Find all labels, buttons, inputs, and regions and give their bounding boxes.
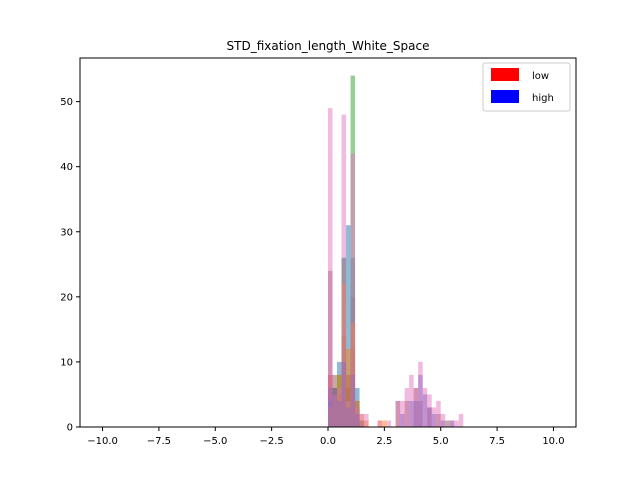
legend-label-low: low	[532, 71, 549, 82]
histogram-bar	[341, 361, 347, 427]
x-tick-label: 7.5	[489, 436, 505, 447]
legend-swatch-low	[491, 68, 519, 81]
histogram-bar	[418, 374, 423, 427]
legend-label-high: high	[532, 93, 554, 104]
bars-group	[328, 75, 464, 428]
y-tick-label: 0	[67, 423, 73, 434]
x-tick-label: 5.0	[433, 436, 449, 447]
histogram-bar	[422, 394, 428, 427]
histogram-bar	[413, 400, 419, 427]
histogram-bar	[404, 387, 410, 427]
plot-frame	[79, 57, 577, 428]
legend: low high	[482, 62, 571, 112]
histogram-bar	[346, 225, 351, 427]
histogram-bar	[449, 420, 455, 427]
histogram-bar	[427, 407, 432, 427]
histogram-bar	[395, 400, 401, 427]
histogram-bar	[377, 420, 383, 427]
y-tick-label: 10	[60, 357, 73, 368]
histogram-bar	[337, 400, 342, 427]
histogram-bar	[350, 374, 356, 427]
x-tick-label: 2.5	[376, 436, 392, 447]
histogram-bar	[436, 400, 441, 427]
x-tick-label: −10.0	[87, 436, 118, 447]
x-tick-label: 10.0	[542, 436, 564, 447]
y-axis: 0 10 20 30 40 50	[60, 97, 80, 434]
histogram-bar	[350, 153, 356, 427]
x-tick-label: −7.5	[147, 436, 171, 447]
x-axis: −10.0 −7.5 −5.0 −2.5 0.0 2.5 5.0 7.5 10.0	[87, 427, 565, 447]
histogram-bar	[454, 420, 459, 427]
histogram-bar	[431, 413, 437, 427]
histogram-bar	[359, 413, 365, 427]
histogram-bar	[445, 420, 450, 427]
legend-swatch-high	[491, 90, 519, 103]
x-tick-label: 0.0	[320, 436, 336, 447]
histogram-bar	[364, 413, 369, 427]
histogram-bar	[458, 413, 464, 427]
histogram-bar	[341, 114, 347, 427]
chart-title: STD_fixation_length_White_Space	[227, 39, 430, 53]
histogram-bar	[328, 108, 333, 427]
histogram-bar	[328, 387, 333, 427]
histogram-bar	[332, 387, 338, 427]
histogram-bar	[346, 348, 351, 427]
histogram-bar	[382, 420, 387, 427]
y-tick-label: 30	[60, 227, 73, 238]
y-tick-label: 50	[60, 97, 73, 108]
x-tick-label: −2.5	[259, 436, 283, 447]
y-tick-label: 20	[60, 292, 73, 303]
histogram-bar	[355, 413, 360, 427]
histogram-bar	[400, 413, 405, 427]
histogram-bar	[409, 400, 414, 427]
y-tick-label: 40	[60, 162, 73, 173]
histogram-bar	[346, 407, 351, 427]
histogram-bar	[386, 420, 392, 427]
histogram-bar	[440, 420, 446, 427]
x-tick-label: −5.0	[203, 436, 227, 447]
